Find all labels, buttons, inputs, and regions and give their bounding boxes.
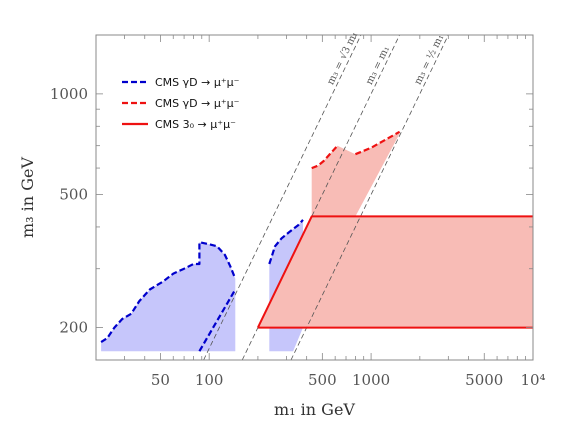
y-tick-label: 1000 [50,85,88,103]
reference-line-3 [290,35,449,360]
x-tick-label: 5000 [465,371,503,389]
y-tick-label: 200 [59,319,88,337]
x-tick-label: 500 [308,371,337,389]
legend-label-2: CMS γD → μ⁺μ⁻ [155,97,240,110]
reference-line-labels: m₃ = √3 m₁ m₃ = m₁ m₃ = ½ m₁ [325,30,446,87]
reference-line-label-3: m₃ = ½ m₁ [413,33,447,87]
series-1-segment-2 [198,288,237,352]
legend-label-1: CMS γD → μ⁺μ⁻ [155,76,240,89]
plot-frame [95,34,534,361]
reference-line-1 [203,35,362,360]
x-tick-label: 1000 [352,371,390,389]
series-3-segment-1 [256,215,533,329]
series-layer [100,130,533,352]
x-tick-label: 50 [151,371,170,389]
legend-label-3: CMS 3₀ → μ⁺μ⁻ [155,118,236,131]
series-2-segment-2 [354,130,401,156]
y-tick-label: 500 [59,186,88,204]
series-1-segment-1 [100,241,237,344]
reference-line-label-2: m₃ = m₁ [364,44,392,86]
y-axis-label: m₃ in GeV [18,157,37,238]
series-2-segment-1 [311,144,339,170]
x-tick-label: 10⁴ [520,371,545,389]
legend: CMS γD → μ⁺μ⁻ CMS γD → μ⁺μ⁻ CMS 3₀ → μ⁺μ⁻ [122,76,240,131]
x-axis-label: m₁ in GeV [274,400,355,419]
blue-region-left [101,242,236,352]
ticks-layer: 50 100 500 1000 5000 10⁴ 200 500 1000 [50,35,546,389]
reference-line-label-1: m₃ = √3 m₁ [325,30,360,87]
red-region [257,131,533,328]
regions-layer [101,131,533,352]
x-tick-label: 100 [195,371,224,389]
